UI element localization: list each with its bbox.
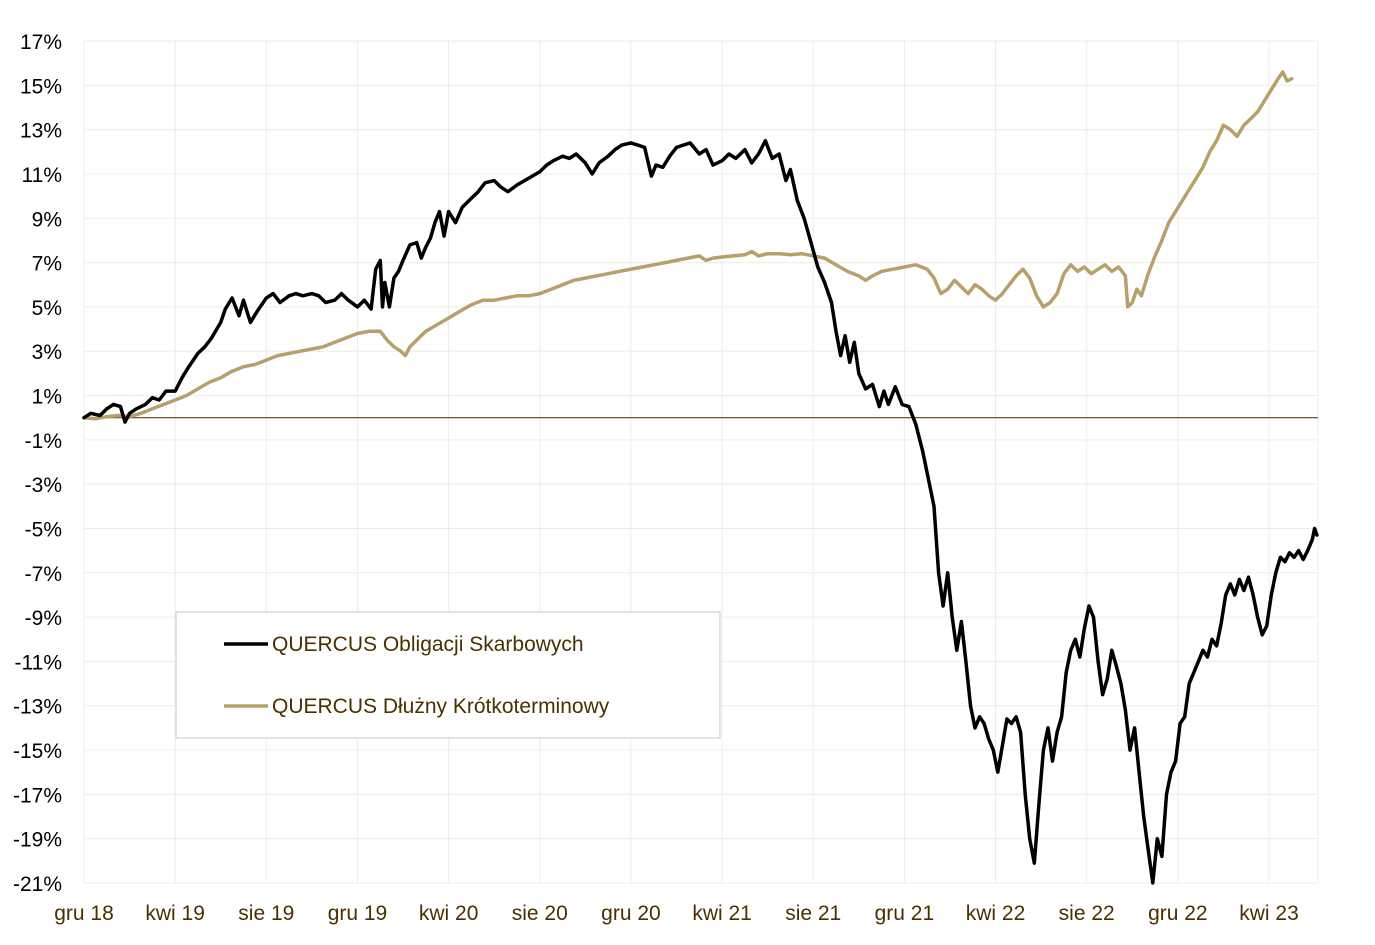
- x-tick-label: gru 21: [875, 902, 935, 925]
- x-tick-label: kwi 20: [419, 902, 479, 925]
- y-tick-label: 15%: [20, 75, 62, 98]
- y-axis: 17% 15% 13% 11% 9% 7% 5% 3% 1% -1% -3% -5% -7% -9% -11…: [13, 31, 62, 896]
- x-tick-label: sie 21: [785, 902, 841, 925]
- y-tick-label: 7%: [32, 253, 62, 276]
- series-line-2: [82, 70, 1294, 421]
- x-axis: gru 18 kwi 19 sie 19 gru 19 kwi 20 sie 20 gru …: [54, 902, 1299, 925]
- x-tick-label: gru 22: [1148, 902, 1208, 925]
- x-tick-label: kwi 19: [145, 902, 205, 925]
- y-tick-label: -5%: [25, 518, 62, 541]
- y-tick-label: -13%: [13, 696, 62, 719]
- y-tick-label: 13%: [20, 120, 62, 143]
- x-tick-label: gru 20: [601, 902, 661, 925]
- x-tick-label: sie 19: [238, 902, 294, 925]
- series-line-1: [82, 138, 1319, 885]
- y-tick-label: 11%: [22, 164, 62, 187]
- y-tick-label: -1%: [25, 430, 62, 453]
- legend: QUERCUS Obligacji Skarbowych QUERCUS Dłu…: [175, 611, 721, 739]
- y-tick-label: -21%: [13, 873, 62, 896]
- x-tick-label: kwi 22: [966, 902, 1026, 925]
- y-tick-label: 5%: [32, 297, 62, 320]
- y-tick-label: -7%: [25, 563, 62, 586]
- y-tick-label: 9%: [32, 208, 62, 231]
- legend-label-series-2: QUERCUS Dłużny Krótkoterminowy: [272, 695, 610, 718]
- y-tick-label: 17%: [20, 31, 62, 54]
- y-tick-label: 1%: [32, 386, 62, 409]
- y-tick-label: -15%: [13, 740, 62, 763]
- x-tick-label: sie 22: [1059, 902, 1115, 925]
- x-tick-label: kwi 21: [692, 902, 752, 925]
- x-tick-label: gru 18: [54, 902, 114, 925]
- x-tick-label: gru 19: [328, 902, 388, 925]
- grid: [83, 40, 1319, 884]
- y-tick-label: 3%: [32, 341, 62, 364]
- y-tick-label: -9%: [25, 607, 62, 630]
- legend-box: [175, 611, 721, 739]
- legend-label-series-1: QUERCUS Obligacji Skarbowych: [272, 633, 584, 656]
- series-group: [82, 70, 1319, 885]
- y-tick-label: -17%: [13, 784, 62, 807]
- y-tick-label: -11%: [15, 651, 62, 674]
- y-tick-label: -3%: [25, 474, 62, 497]
- y-tick-label: -19%: [13, 829, 62, 852]
- x-tick-label: sie 20: [512, 902, 568, 925]
- x-tick-label: kwi 23: [1239, 902, 1299, 925]
